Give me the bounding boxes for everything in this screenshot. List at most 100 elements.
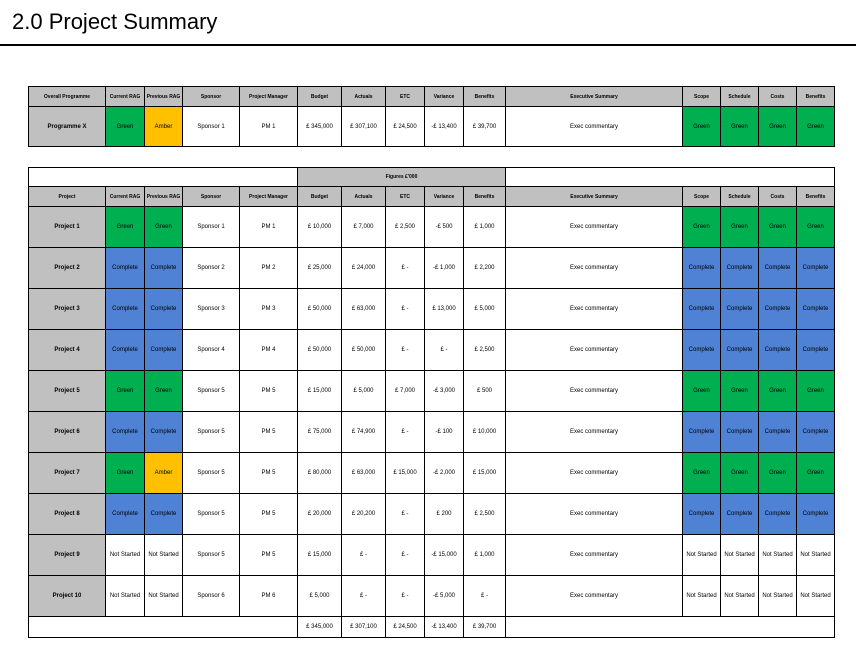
header-variance: Variance: [424, 86, 464, 107]
sponsor-cell: Sponsor 2: [182, 247, 240, 289]
project-manager-cell: PM 5: [239, 370, 298, 412]
current-rag-cell: Complete: [105, 493, 145, 535]
previous-rag-cell: Not Started: [144, 534, 183, 576]
total-etc-cell: £ 24,500: [385, 616, 425, 638]
sponsor-cell: Sponsor 5: [182, 370, 240, 412]
project-manager-cell: PM 5: [239, 493, 298, 535]
current-rag-cell: Not Started: [105, 575, 145, 617]
current-rag-cell: Green: [105, 106, 145, 147]
previous-rag-cell: Not Started: [144, 575, 183, 617]
variance-cell: £ 200: [424, 493, 464, 535]
current-rag-cell: Green: [105, 452, 145, 494]
project-row: Project 6 Complete Complete Sponsor 5 PM 5 £ …: [28, 411, 835, 453]
header-project-manager: Project Manager: [239, 186, 298, 207]
project-manager-cell: PM 5: [239, 452, 298, 494]
etc-cell: £ -: [385, 247, 425, 289]
costs-rag-cell: Green: [758, 106, 797, 147]
current-rag-cell: Complete: [105, 288, 145, 330]
project-name: Project 5: [28, 370, 106, 412]
variance-cell: £ 13,000: [424, 288, 464, 330]
budget-cell: £ 15,000: [297, 370, 342, 412]
etc-cell: £ -: [385, 288, 425, 330]
header-project-manager: Project Manager: [239, 86, 298, 107]
executive-summary-cell: Exec commentary: [505, 493, 683, 535]
costs-rag-cell: Complete: [758, 329, 797, 371]
current-rag-cell: Green: [105, 206, 145, 248]
previous-rag-cell: Green: [144, 370, 183, 412]
schedule-rag-cell: Complete: [720, 329, 759, 371]
costs-rag-cell: Not Started: [758, 575, 797, 617]
benefits-rag-cell: Green: [796, 106, 835, 147]
project-row: Project 10 Not Started Not Started Sponsor …: [28, 575, 835, 617]
benefits-cell: £ 39,700: [463, 106, 506, 147]
totals-row: £ 345,000 £ 307,100 £ 24,500 -£ 13,400 £ 39,…: [28, 616, 835, 638]
scope-rag-cell: Complete: [682, 288, 721, 330]
benefits-cell: £ 15,000: [463, 452, 506, 494]
budget-cell: £ 50,000: [297, 288, 342, 330]
header-executive-summary: Executive Summary: [505, 186, 683, 207]
project-row: Project 8 Complete Complete Sponsor 5 PM 5 £ …: [28, 493, 835, 535]
total-actuals-cell: £ 307,100: [341, 616, 386, 638]
header-previous-rag: Previous RAG: [144, 86, 183, 107]
sponsor-cell: Sponsor 4: [182, 329, 240, 371]
header-scope: Scope: [682, 186, 721, 207]
costs-rag-cell: Green: [758, 206, 797, 248]
costs-rag-cell: Complete: [758, 288, 797, 330]
project-name: Project 6: [28, 411, 106, 453]
schedule-rag-cell: Not Started: [720, 575, 759, 617]
schedule-rag-cell: Not Started: [720, 534, 759, 576]
executive-summary-cell: Exec commentary: [505, 411, 683, 453]
scope-rag-cell: Complete: [682, 411, 721, 453]
budget-cell: £ 75,000: [297, 411, 342, 453]
project-row: Project 3 Complete Complete Sponsor 3 PM 3 £ …: [28, 288, 835, 330]
header-benefits-rag: Benefits: [796, 186, 835, 207]
schedule-rag-cell: Green: [720, 106, 759, 147]
project-name: Project 1: [28, 206, 106, 248]
projects-summary-table: Figures £'000 Project Current RAG Previo…: [28, 167, 835, 638]
costs-rag-cell: Green: [758, 452, 797, 494]
project-manager-cell: PM 3: [239, 288, 298, 330]
total-budget-cell: £ 345,000: [297, 616, 342, 638]
project-manager-cell: PM 2: [239, 247, 298, 289]
header-project: Project: [28, 186, 106, 207]
etc-cell: £ 2,500: [385, 206, 425, 248]
actuals-cell: £ 74,900: [341, 411, 386, 453]
total-variance-cell: -£ 13,400: [424, 616, 464, 638]
project-manager-cell: PM 5: [239, 411, 298, 453]
benefits-cell: £ 500: [463, 370, 506, 412]
programme-row: Programme X Green Amber Sponsor 1 PM 1 £…: [28, 106, 835, 147]
costs-rag-cell: Complete: [758, 411, 797, 453]
schedule-rag-cell: Green: [720, 206, 759, 248]
programme-summary-table: Overall Programme Current RAG Previous R…: [28, 86, 835, 147]
sponsor-cell: Sponsor 3: [182, 288, 240, 330]
benefits-rag-cell: Green: [796, 370, 835, 412]
benefits-cell: £ 5,000: [463, 288, 506, 330]
project-row: Project 9 Not Started Not Started Sponsor 5…: [28, 534, 835, 576]
benefits-rag-cell: Complete: [796, 329, 835, 371]
benefits-cell: £ 2,500: [463, 493, 506, 535]
header-benefits: Benefits: [463, 186, 506, 207]
actuals-cell: £ 7,000: [341, 206, 386, 248]
etc-cell: £ -: [385, 575, 425, 617]
scope-rag-cell: Not Started: [682, 575, 721, 617]
benefits-rag-cell: Complete: [796, 247, 835, 289]
previous-rag-cell: Amber: [144, 452, 183, 494]
project-name: Project 10: [28, 575, 106, 617]
costs-rag-cell: Not Started: [758, 534, 797, 576]
programme-name: Programme X: [28, 106, 106, 147]
scope-rag-cell: Not Started: [682, 534, 721, 576]
benefits-cell: £ -: [463, 575, 506, 617]
project-manager-cell: PM 1: [239, 206, 298, 248]
header-scope: Scope: [682, 86, 721, 107]
budget-cell: £ 345,000: [297, 106, 342, 147]
header-variance: Variance: [424, 186, 464, 207]
costs-rag-cell: Complete: [758, 247, 797, 289]
costs-rag-cell: Complete: [758, 493, 797, 535]
benefits-rag-cell: Green: [796, 452, 835, 494]
benefits-rag-cell: Complete: [796, 288, 835, 330]
executive-summary-cell: Exec commentary: [505, 288, 683, 330]
benefits-rag-cell: Not Started: [796, 575, 835, 617]
scope-rag-cell: Green: [682, 452, 721, 494]
benefits-cell: £ 10,000: [463, 411, 506, 453]
executive-summary-cell: Exec commentary: [505, 575, 683, 617]
